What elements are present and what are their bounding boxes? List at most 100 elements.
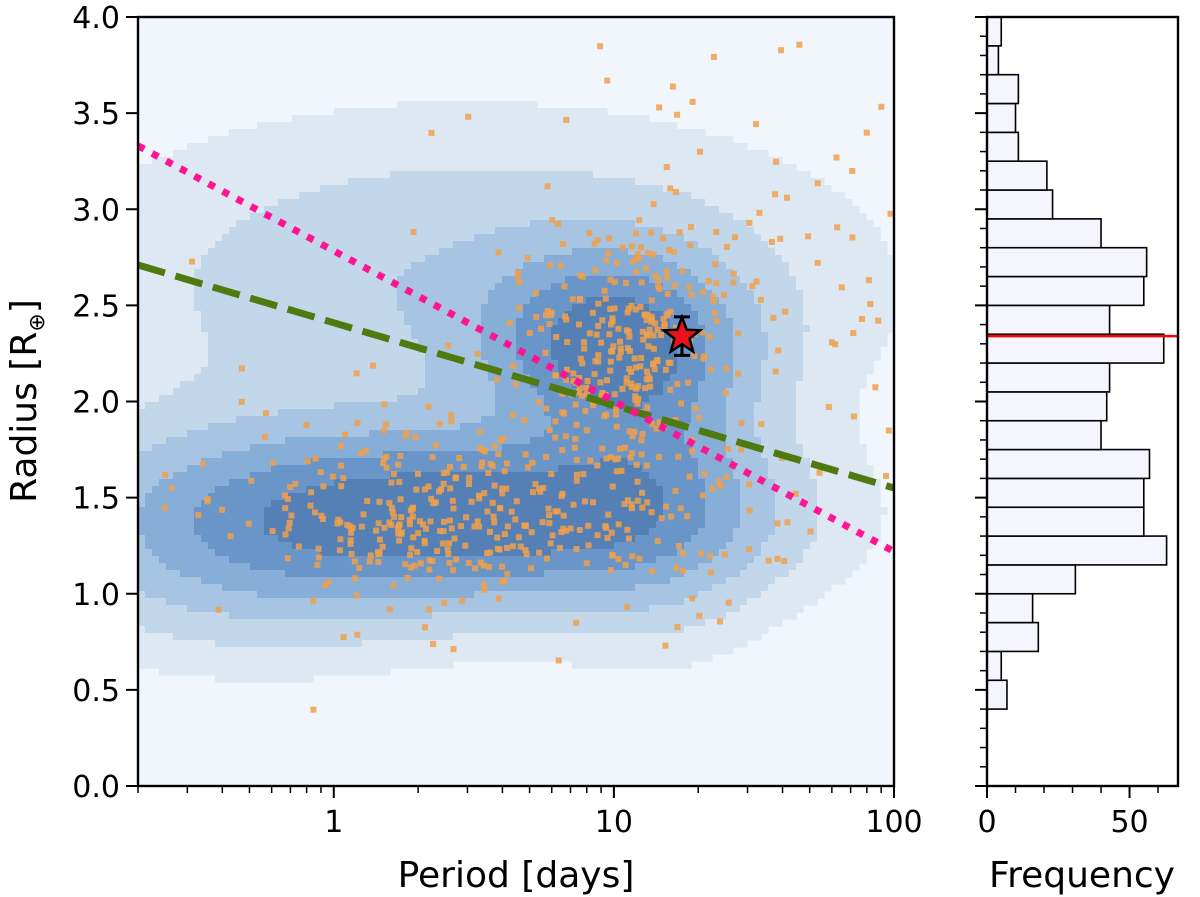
data-point: [687, 224, 694, 231]
density-level-5: [516, 318, 559, 326]
data-point: [414, 470, 421, 477]
data-point: [261, 433, 268, 440]
data-point: [444, 469, 451, 476]
density-level-6: [271, 500, 664, 508]
density-level-3: [740, 514, 776, 522]
density-level-3: [138, 570, 181, 578]
data-point: [628, 450, 635, 457]
data-point: [408, 545, 415, 552]
data-point: [667, 386, 674, 393]
data-point: [679, 550, 686, 557]
data-point: [558, 493, 565, 500]
data-point: [723, 243, 730, 250]
density-level-2: [761, 360, 804, 368]
density-level-3: [733, 360, 762, 368]
data-point: [161, 504, 168, 511]
data-point: [577, 355, 584, 362]
data-point: [623, 379, 630, 386]
data-point: [373, 527, 380, 534]
density-level-1: [334, 108, 608, 116]
x-tick-label: 100: [865, 805, 922, 840]
density-level-3: [187, 430, 370, 438]
density-level-6: [558, 360, 678, 368]
density-level-1: [138, 374, 195, 382]
data-point: [341, 431, 348, 438]
data-point: [592, 358, 599, 365]
data-point: [542, 312, 549, 319]
data-point: [555, 657, 562, 664]
data-point: [325, 578, 332, 585]
data-point: [634, 251, 641, 258]
data-point: [646, 376, 653, 383]
data-point: [386, 519, 393, 526]
density-level-6: [285, 493, 664, 501]
data-point: [354, 631, 361, 638]
density-level-3: [733, 458, 769, 466]
data-point: [349, 524, 356, 531]
data-point: [417, 560, 424, 567]
data-point: [882, 472, 889, 479]
density-level-2: [754, 409, 797, 417]
density-level-5: [544, 395, 594, 403]
density-level-3: [691, 269, 734, 277]
data-point: [668, 513, 675, 520]
data-point: [716, 618, 723, 625]
data-point: [696, 414, 703, 421]
data-point: [814, 259, 821, 266]
data-point: [227, 533, 234, 540]
density-level-1: [817, 500, 881, 508]
data-point: [707, 569, 714, 576]
main-x-axis-label: Period [days]: [398, 855, 635, 896]
density-level-1: [138, 290, 195, 298]
density-level-1: [796, 430, 860, 438]
density-level-1: [796, 395, 860, 403]
data-point: [640, 336, 647, 343]
data-point: [402, 433, 409, 440]
density-level-1: [138, 304, 195, 312]
data-point: [661, 323, 668, 330]
data-point: [512, 381, 519, 388]
data-point: [634, 497, 641, 504]
density-level-3: [733, 353, 769, 361]
data-point: [498, 578, 505, 585]
data-point: [413, 486, 420, 493]
data-point: [337, 442, 344, 449]
y-tick-label: 4.0: [72, 1, 120, 36]
density-level-1: [817, 479, 881, 487]
data-point: [427, 518, 434, 525]
density-level-1: [796, 276, 894, 284]
density-level-4: [488, 297, 531, 305]
density-level-3: [404, 269, 517, 277]
data-point: [215, 606, 222, 613]
density-level-2: [761, 542, 811, 550]
data-point: [606, 235, 613, 242]
data-point: [655, 276, 662, 283]
data-point: [621, 444, 628, 451]
density-level-1: [796, 416, 860, 424]
data-point: [628, 380, 635, 387]
density-level-1: [138, 332, 209, 340]
density-level-4: [705, 479, 741, 487]
density-level-3: [397, 297, 489, 305]
data-point: [562, 433, 569, 440]
data-point: [381, 455, 388, 462]
data-point: [516, 279, 523, 286]
data-point: [692, 405, 699, 412]
data-point: [624, 526, 631, 533]
data-point: [685, 379, 692, 386]
main-x-axis-ticks: 1 10 100: [137, 786, 923, 840]
data-point: [774, 520, 781, 527]
data-point: [597, 379, 604, 386]
density-level-1: [803, 346, 881, 354]
density-level-1: [796, 423, 860, 431]
density-level-1: [796, 409, 860, 417]
data-point: [781, 558, 788, 565]
data-point: [689, 98, 696, 105]
data-point: [389, 509, 396, 516]
density-level-4: [481, 318, 517, 326]
data-point: [584, 390, 591, 397]
density-level-1: [593, 171, 811, 179]
density-level-2: [208, 339, 419, 347]
data-point: [335, 516, 342, 523]
density-level-2: [761, 549, 804, 557]
